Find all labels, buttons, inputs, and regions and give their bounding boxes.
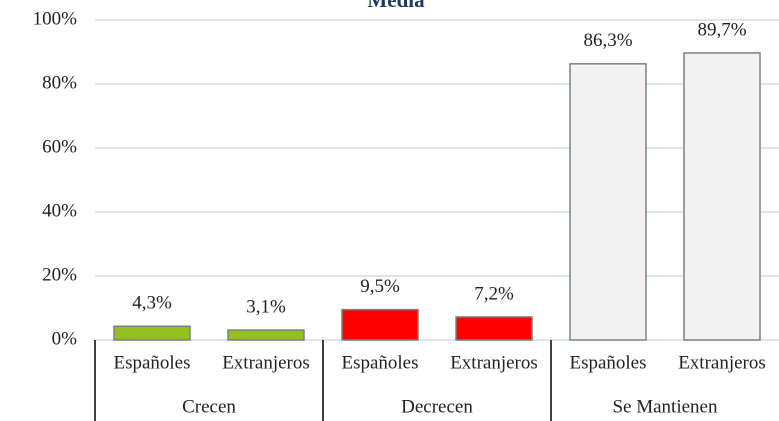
y-tick-label: 20% [42,264,77,285]
group-label: Crecen [182,396,236,417]
data-label: 3,1% [246,296,286,317]
bar [683,52,761,341]
y-tick-label: 40% [42,200,77,221]
bar [455,316,533,341]
data-label: 4,3% [132,293,172,314]
bar [341,308,419,341]
data-label: 86,3% [583,30,632,51]
x-tick-label: Extranjeros [222,352,310,373]
x-tick-label: Españoles [569,352,646,373]
bar [569,63,647,341]
y-tick-label: 80% [42,72,77,93]
x-tick-label: Españoles [113,352,190,373]
x-tick-label: Extranjeros [450,352,538,373]
group-label: Decrecen [401,396,473,417]
y-tick-label: 60% [42,136,77,157]
y-tick-label: 0% [52,328,78,349]
data-label: 89,7% [697,19,746,40]
bar [113,325,191,341]
data-label: 9,5% [360,276,400,297]
chart-title: Media [367,0,425,12]
group-label: Se Mantienen [612,396,718,417]
bar [227,329,305,341]
x-tick-label: Extranjeros [678,352,766,373]
data-label: 7,2% [474,283,514,304]
x-tick-label: Españoles [341,352,418,373]
y-tick-label: 100% [33,8,78,29]
